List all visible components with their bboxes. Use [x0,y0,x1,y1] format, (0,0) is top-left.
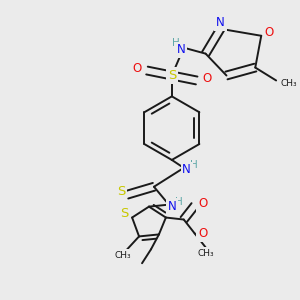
Text: CH₃: CH₃ [115,251,131,260]
Text: N: N [176,43,185,56]
Text: S: S [168,69,176,82]
Text: H: H [172,38,180,48]
Text: CH₃: CH₃ [197,249,214,258]
Text: H: H [190,160,198,170]
Text: CH₃: CH₃ [280,79,297,88]
Text: H: H [175,197,183,207]
Text: S: S [120,207,128,220]
Text: N: N [167,200,176,213]
Text: O: O [202,72,211,85]
Text: O: O [198,197,207,210]
Text: N: N [216,16,225,29]
Text: O: O [198,227,207,240]
Text: O: O [265,26,274,39]
Text: S: S [117,185,125,198]
Text: N: N [182,164,191,176]
Text: O: O [132,62,142,75]
